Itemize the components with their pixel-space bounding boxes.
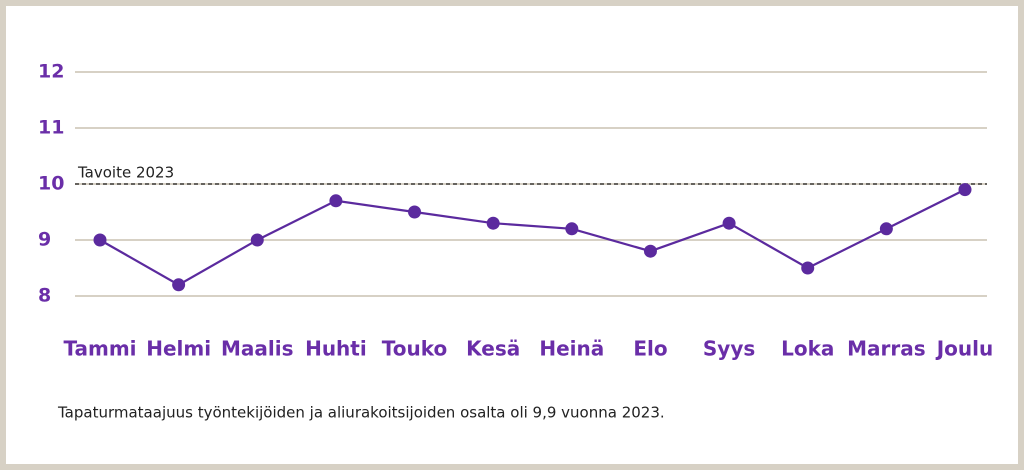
point — [172, 278, 186, 292]
x-tick-label: Touko — [382, 337, 447, 361]
point — [486, 216, 500, 230]
x-tick-label: Marras — [847, 337, 926, 361]
point — [93, 233, 107, 247]
x-tick-label: Joulu — [935, 337, 994, 361]
target-label: Tavoite 2023 — [77, 164, 174, 182]
x-tick-label: Heinä — [539, 337, 604, 361]
x-tick-label: Loka — [781, 337, 834, 361]
y-tick-label: 12 — [38, 61, 64, 83]
point — [879, 222, 893, 236]
x-tick-label: Elo — [633, 337, 667, 361]
note: Tapaturmataajuus työntekijöiden ja aliur… — [57, 404, 665, 422]
x-tick-label: Maalis — [221, 337, 294, 361]
x-tick-label: Huhti — [305, 337, 367, 361]
y-tick-label: 11 — [38, 117, 64, 139]
point — [408, 205, 422, 219]
x-tick-label: Helmi — [146, 337, 211, 361]
point — [801, 261, 815, 275]
y-tick-label: 9 — [38, 229, 51, 251]
point — [958, 183, 972, 197]
point — [329, 194, 343, 208]
x-tick-label: Kesä — [466, 337, 520, 361]
x-tick-label: Tammi — [63, 337, 136, 361]
point — [565, 222, 579, 236]
point — [643, 244, 657, 258]
y-tick-label: 10 — [38, 173, 64, 195]
y-tick-label: 8 — [38, 285, 51, 307]
series-line — [99, 188, 966, 287]
point — [722, 216, 736, 230]
x-tick-label: Syys — [703, 337, 755, 361]
point — [250, 233, 264, 247]
